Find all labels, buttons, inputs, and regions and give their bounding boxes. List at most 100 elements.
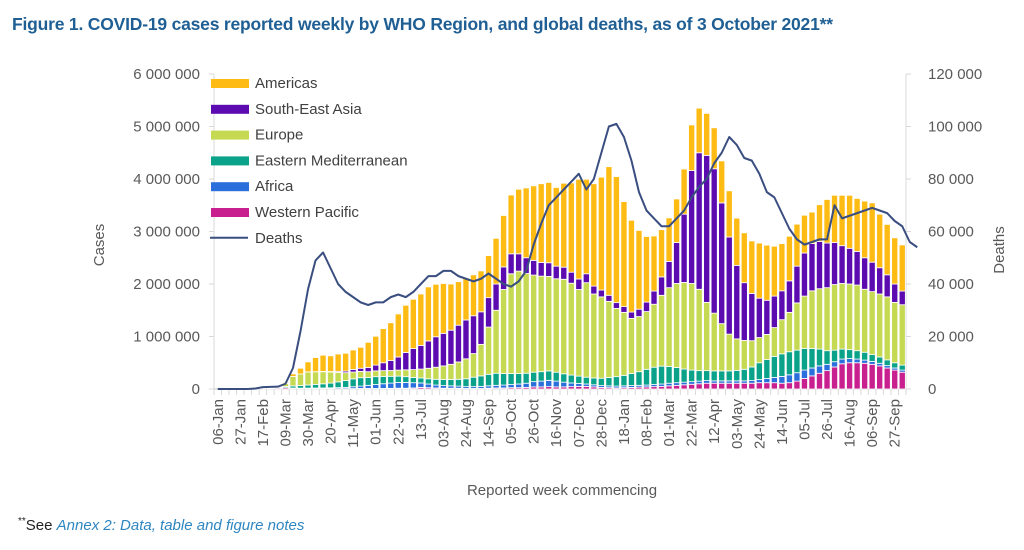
bar-segment-europe	[500, 289, 508, 374]
bar-segment-americas	[454, 281, 462, 326]
bar-segment-americas	[605, 166, 613, 296]
bar-segment-south-east-asia	[868, 261, 876, 293]
bar-segment-eastern-mediterranean	[816, 348, 823, 367]
bar-segment-europe	[582, 282, 590, 378]
bar-segment-europe	[379, 370, 387, 377]
bar-segment-eastern-mediterranean	[831, 349, 839, 363]
bar-segment-americas	[891, 237, 899, 285]
bar-segment-south-east-asia	[763, 299, 771, 335]
bar-segment-europe	[831, 284, 839, 351]
bar-segment-africa	[500, 384, 508, 389]
bar-segment-south-east-asia	[387, 360, 395, 371]
x-tick-label: 12-Apr	[706, 399, 723, 444]
bar-segment-south-east-asia	[364, 367, 372, 373]
x-tick-label: 14-Jun	[774, 399, 791, 445]
bar-segment-south-east-asia	[650, 290, 658, 305]
bar-segment-south-east-asia	[357, 367, 365, 372]
bar-segment-south-east-asia	[665, 261, 673, 289]
bar-segment-eastern-mediterranean	[823, 350, 831, 365]
bar-segment-europe	[785, 311, 793, 353]
bar-segment-eastern-mediterranean	[439, 379, 447, 386]
bar-segment-europe	[454, 361, 462, 380]
bar-segment-europe	[470, 353, 477, 378]
bar-segment-americas	[620, 201, 628, 307]
bar-segment-europe	[868, 291, 876, 356]
bar-segment-americas	[582, 178, 590, 275]
bar-segment-south-east-asia	[740, 282, 748, 341]
bar-segment-americas	[364, 341, 372, 368]
bar-segment-americas	[800, 214, 808, 254]
bar-segment-africa	[507, 384, 515, 389]
bar-segment-eastern-mediterranean	[500, 373, 508, 386]
bar-segment-americas	[688, 124, 696, 171]
bar-segment-south-east-asia	[560, 266, 568, 280]
bar-segment-eastern-mediterranean	[492, 372, 500, 386]
bar-segment-eastern-mediterranean	[748, 366, 756, 382]
bar-segment-europe	[816, 288, 823, 350]
bar-segment-south-east-asia	[492, 283, 500, 311]
bar-segment-western-pacific	[891, 369, 899, 390]
bar-segment-eastern-mediterranean	[379, 375, 387, 385]
bar-segment-americas	[417, 293, 425, 346]
bar-segment-eastern-mediterranean	[658, 365, 666, 385]
y-tick-label: 5 000 000	[133, 119, 200, 136]
bar-segment-western-pacific	[680, 384, 688, 390]
bar-segment-africa	[575, 383, 583, 387]
legend-item-europe: Europe	[211, 127, 303, 144]
bar-segment-south-east-asia	[643, 301, 650, 312]
bar-segment-americas	[612, 176, 620, 304]
bar-segment-eastern-mediterranean	[868, 354, 876, 362]
bar-segment-americas	[861, 200, 869, 259]
bar-segment-western-pacific	[838, 363, 846, 390]
legend-swatch	[211, 79, 249, 88]
bar-segment-europe	[635, 316, 643, 373]
bar-segment-south-east-asia	[402, 352, 410, 371]
bar-segment-south-east-asia	[545, 262, 553, 277]
bar-segment-western-pacific	[703, 382, 711, 390]
bar-segment-africa	[545, 379, 553, 388]
bar-segment-americas	[409, 298, 417, 349]
bar-segment-europe	[695, 288, 703, 372]
bar-segment-south-east-asia	[620, 306, 628, 313]
bar-segment-eastern-mediterranean	[312, 383, 320, 389]
bar-segment-africa	[778, 375, 786, 384]
bar-segment-western-pacific	[898, 371, 906, 390]
bar-segment-south-east-asia	[793, 265, 801, 304]
bar-segment-eastern-mediterranean	[597, 377, 605, 386]
bar-segment-western-pacific	[823, 370, 831, 390]
bar-segment-europe	[402, 369, 410, 378]
bar-segment-europe	[289, 376, 297, 387]
bar-segment-south-east-asia	[627, 311, 635, 319]
annex-link[interactable]: Annex 2: Data, table and figure notes	[56, 517, 305, 534]
bar-segment-south-east-asia	[470, 315, 477, 354]
x-tick-label: 03-May	[729, 399, 746, 450]
bar-segment-south-east-asia	[500, 266, 508, 290]
bar-segment-western-pacific	[259, 388, 267, 390]
bar-segment-americas	[665, 217, 673, 262]
bar-segment-eastern-mediterranean	[680, 368, 688, 383]
bar-segment-western-pacific	[665, 385, 673, 390]
bar-segment-eastern-mediterranean	[582, 376, 590, 385]
bar-segment-americas	[755, 242, 763, 299]
bar-segment-south-east-asia	[507, 253, 515, 275]
bar-segment-americas	[710, 127, 718, 170]
bar-segment-americas	[470, 274, 477, 317]
x-tick-label: 30-Mar	[300, 399, 317, 447]
bar-segment-eastern-mediterranean	[424, 378, 432, 385]
bar-segment-eastern-mediterranean	[409, 377, 417, 384]
bar-segment-south-east-asia	[831, 242, 839, 285]
bar-segment-americas	[898, 244, 906, 292]
bar-segment-africa	[755, 379, 763, 384]
bar-segment-south-east-asia	[417, 345, 425, 370]
footnote-see: See	[25, 517, 57, 534]
bar-segment-africa	[552, 380, 560, 388]
bar-segment-south-east-asia	[876, 267, 884, 295]
bar-segment-europe	[710, 312, 718, 372]
bar-segment-africa	[853, 358, 861, 364]
bar-segment-europe	[718, 323, 726, 372]
bar-segment-europe	[477, 343, 485, 377]
bar-segment-americas	[379, 328, 387, 364]
bar-segment-africa	[868, 361, 876, 365]
bar-segment-africa	[432, 384, 440, 389]
bar-segment-eastern-mediterranean	[673, 367, 681, 384]
